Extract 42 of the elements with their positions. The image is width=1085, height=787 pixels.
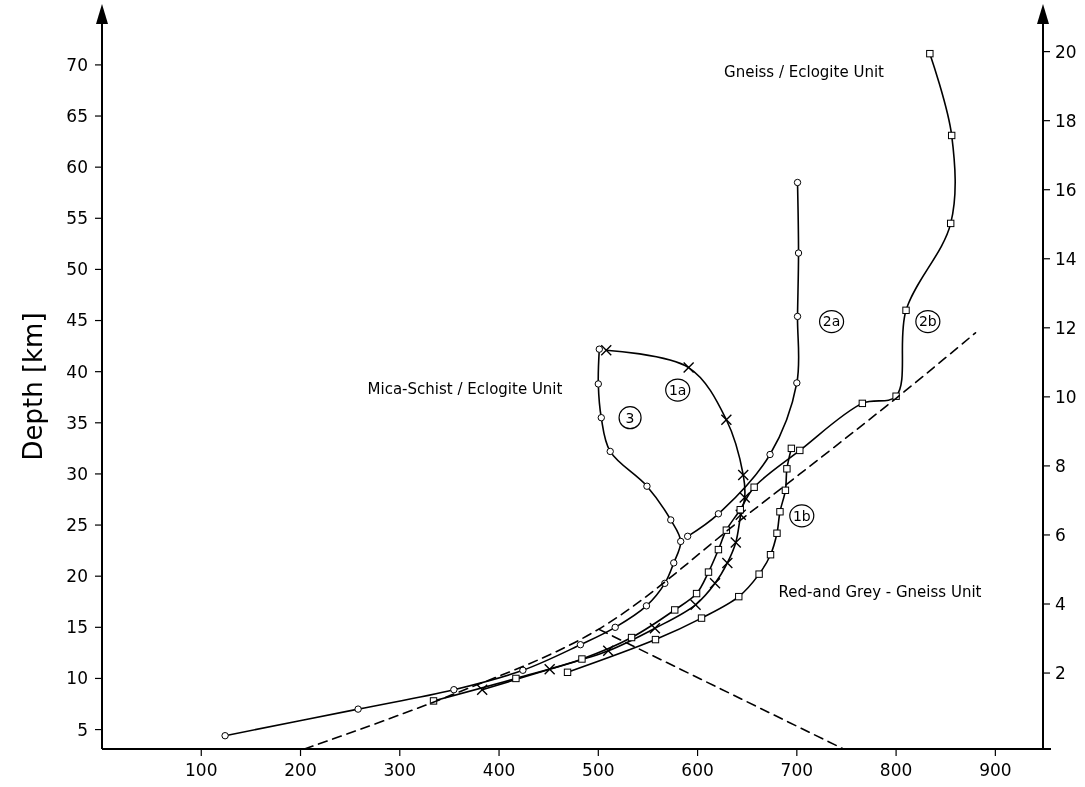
y-tick-label: 25 [66, 515, 88, 536]
annotation: 3 [625, 409, 635, 426]
x-tick-label: 600 [681, 760, 714, 780]
y2-tick-label: 4 [1055, 593, 1066, 614]
y-tick-label: 20 [66, 566, 88, 587]
annotation: 2a [822, 313, 841, 330]
y-tick-label: 30 [66, 463, 88, 484]
y-tick-label: 15 [66, 617, 88, 638]
y-tick-label: 65 [66, 105, 88, 126]
y-tick-label: 35 [66, 412, 88, 433]
y-axis-title: Depth [km] [18, 312, 48, 461]
y2-tick-label: 10 [1055, 386, 1077, 407]
y2-tick-label: 6 [1055, 524, 1066, 545]
y-tick-label: 60 [66, 157, 88, 178]
y2-tick-label: 2 [1055, 663, 1066, 683]
annotation: 1b [792, 507, 811, 524]
y-tick-label: 55 [66, 208, 88, 229]
x-tick-label: 100 [185, 760, 218, 780]
x-tick-label: 800 [879, 760, 913, 780]
y-tick-label: 10 [66, 668, 88, 689]
y2-tick-label: 20 [1055, 41, 1077, 62]
annotation: Mica-Schist / Eclogite Unit [367, 380, 563, 399]
annotation: 2b [918, 313, 937, 330]
y-tick-label: 70 [66, 54, 88, 75]
annotation: Red-and Grey - Gneiss Unit [778, 583, 982, 602]
y2-tick-label: 16 [1055, 179, 1077, 200]
annotation: Gneiss / Eclogite Unit [724, 63, 885, 82]
x-tick-label: 700 [780, 760, 814, 780]
y2-tick-label: 14 [1055, 248, 1077, 269]
annotation: 1a [668, 381, 687, 398]
y-tick-label: 5 [77, 719, 88, 740]
x-tick-label: 200 [284, 760, 317, 780]
y-tick-label: 40 [66, 361, 88, 382]
y2-tick-label: 8 [1055, 455, 1066, 476]
x-tick-label: 900 [979, 760, 1012, 780]
x-tick-label: 500 [582, 760, 615, 780]
y-tick-label: 50 [66, 259, 88, 280]
x-tick-label: 300 [383, 760, 417, 780]
y2-tick-label: 18 [1055, 110, 1077, 131]
y2-tick-label: 12 [1055, 317, 1077, 338]
y-tick-label: 45 [66, 310, 88, 331]
x-tick-label: 400 [482, 760, 516, 780]
